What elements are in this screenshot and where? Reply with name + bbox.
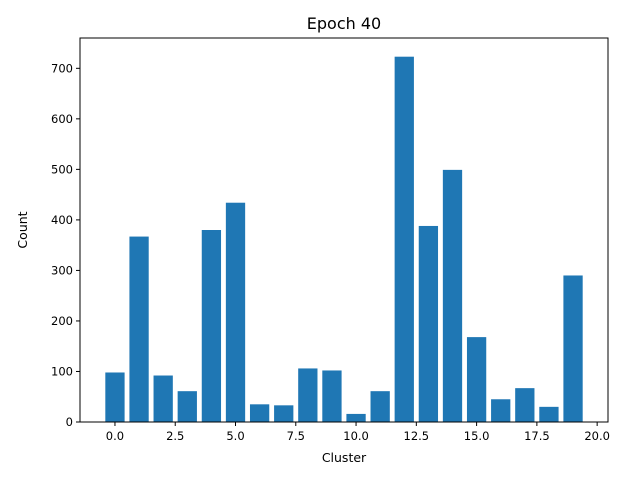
- bar-cluster-11: [370, 391, 390, 422]
- y-tick-label: 600: [51, 112, 73, 126]
- x-tick-label: 0.0: [106, 429, 124, 443]
- bar-cluster-5: [225, 202, 246, 422]
- x-tick-label: 15.0: [464, 429, 490, 443]
- bar-cluster-0: [105, 372, 125, 422]
- bar-cluster-14: [442, 169, 463, 422]
- bar-cluster-18: [539, 406, 559, 422]
- x-axis-label: Cluster: [322, 450, 367, 465]
- bar-cluster-1: [129, 236, 149, 422]
- x-tick-label: 17.5: [524, 429, 550, 443]
- y-tick-label: 700: [51, 61, 73, 75]
- y-axis-label: Count: [15, 211, 30, 248]
- bar-cluster-8: [298, 368, 318, 422]
- x-tick-label: 2.5: [166, 429, 184, 443]
- y-tick-label: 500: [51, 162, 73, 176]
- bar-cluster-4: [201, 230, 222, 422]
- bars-group: [105, 56, 583, 423]
- bar-cluster-2: [153, 375, 173, 422]
- bar-cluster-3: [177, 391, 197, 422]
- bar-cluster-15: [466, 337, 487, 422]
- y-tick-label: 200: [51, 314, 73, 328]
- x-axis-ticks: 0.0 2.5 5.0 7.5 10.0 12.5 15.0 17.5 20.0: [106, 422, 610, 443]
- bar-cluster-7: [274, 405, 294, 422]
- x-tick-label: 12.5: [404, 429, 430, 443]
- y-tick-label: 300: [51, 263, 73, 277]
- y-tick-label: 100: [51, 364, 73, 378]
- plot-frame: [79, 37, 609, 423]
- x-tick-label: 7.5: [287, 429, 305, 443]
- bar-cluster-16: [491, 399, 511, 422]
- y-tick-label: 0: [66, 415, 73, 429]
- x-tick-label: 5.0: [226, 429, 244, 443]
- y-tick-label: 400: [51, 213, 73, 227]
- bar-cluster-9: [322, 370, 342, 422]
- x-tick-label: 20.0: [584, 429, 610, 443]
- bar-cluster-19: [563, 275, 583, 422]
- bar-cluster-6: [249, 404, 270, 422]
- x-tick-label: 10.0: [343, 429, 369, 443]
- bar-cluster-10: [346, 413, 366, 422]
- bar-cluster-12: [394, 56, 414, 423]
- y-axis-ticks: 0 100 200 300 400 500 600 700: [51, 61, 80, 429]
- bar-cluster-17: [515, 388, 535, 422]
- bar-cluster-13: [418, 225, 439, 422]
- chart-title: Epoch 40: [307, 14, 381, 33]
